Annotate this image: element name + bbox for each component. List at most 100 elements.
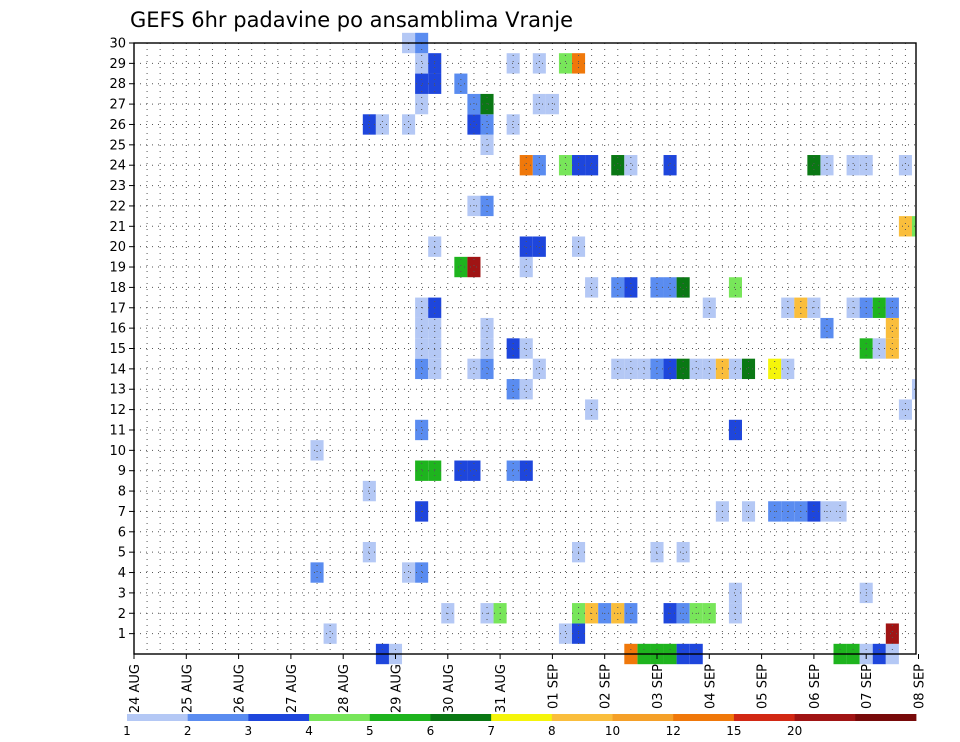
y-tick-label: 15 — [109, 342, 126, 357]
precip-cell — [820, 155, 834, 176]
precip-cell — [519, 256, 533, 278]
y-tick-label: 16 — [109, 322, 126, 337]
precip-cell — [415, 358, 429, 380]
precip-cell — [807, 155, 821, 176]
precip-cell — [415, 53, 429, 74]
precip-cell — [885, 317, 899, 339]
precip-cell — [310, 562, 324, 583]
precip-cell — [558, 623, 573, 644]
precip-cell — [415, 338, 429, 359]
precip-cell — [323, 623, 337, 644]
precip-cell — [402, 562, 416, 583]
colorbar-label: 7 — [487, 724, 495, 738]
x-tick-label: 26 AUG — [233, 664, 248, 713]
precip-cell — [480, 134, 494, 156]
precip-cell — [741, 358, 756, 380]
precip-cell — [480, 358, 494, 380]
precip-cell — [624, 358, 638, 380]
y-tick-label: 19 — [109, 261, 126, 276]
precip-cell — [585, 155, 599, 176]
precip-cell — [885, 338, 899, 359]
precip-cell — [519, 460, 533, 481]
precip-cell — [637, 358, 651, 380]
precip-cell — [480, 114, 494, 135]
x-tick-label: 07 SEP — [860, 664, 875, 709]
colorbar-label: 1 — [123, 724, 131, 738]
y-axis: 1234567891011121314151617181920212223242… — [109, 37, 134, 642]
precip-cell — [506, 460, 520, 481]
colorbar-label: 12 — [666, 724, 681, 738]
precip-cell — [911, 379, 916, 400]
precip-cell — [467, 460, 481, 481]
y-tick-label: 3 — [118, 586, 126, 601]
y-tick-label: 29 — [109, 57, 126, 72]
y-tick-label: 25 — [109, 138, 126, 153]
precip-cell — [898, 216, 912, 237]
precip-cell — [415, 317, 429, 339]
colorbar-label: 5 — [366, 724, 374, 738]
precip-cell — [415, 562, 429, 583]
precip-cell — [362, 541, 376, 563]
precip-cell — [820, 317, 834, 339]
y-tick-label: 22 — [109, 199, 126, 214]
y-tick-label: 7 — [118, 505, 126, 520]
x-tick-label: 05 SEP — [756, 664, 771, 709]
precip-cell — [611, 277, 625, 298]
precip-cell — [362, 114, 376, 135]
precip-cell — [781, 358, 795, 380]
precip-cell — [728, 277, 742, 298]
precip-cell — [415, 460, 429, 481]
precip-cell — [506, 338, 520, 359]
precip-cell — [532, 358, 546, 380]
colorbar-segment — [430, 714, 492, 721]
y-tick-label: 10 — [109, 444, 126, 459]
y-tick-label: 6 — [118, 525, 126, 540]
colorbar-segment — [733, 714, 796, 721]
x-axis: 24 AUG 25 AUG 26 AUG 27 AUG 28 AUG 29 AUG 30 A… — [128, 654, 928, 713]
precip-cell — [480, 338, 494, 359]
x-tick-label: 08 SEP — [913, 664, 928, 709]
x-tick-label: 31 AUG — [494, 664, 509, 713]
precip-cell — [519, 338, 533, 359]
precip-cell — [506, 114, 520, 135]
x-tick-label: 29 AUG — [390, 664, 405, 713]
x-tick-label: 04 SEP — [703, 664, 718, 709]
colorbar-segment — [612, 714, 674, 721]
precip-cell — [545, 93, 559, 115]
precip-cell — [480, 93, 494, 115]
precip-cell — [846, 155, 860, 176]
precip-cell — [585, 277, 599, 298]
precip-cell — [467, 93, 481, 115]
colorbar-label: 20 — [787, 724, 802, 738]
precip-cell — [624, 277, 638, 298]
precip-cell — [768, 358, 782, 380]
x-tick-label: 24 AUG — [128, 664, 143, 713]
precip-cell — [663, 277, 677, 298]
y-tick-label: 13 — [109, 383, 126, 398]
precip-cell — [676, 541, 690, 563]
chart-title: GEFS 6hr padavine po ansamblima Vranje — [130, 8, 573, 32]
precip-cell — [362, 480, 376, 502]
colorbar-label: 15 — [726, 724, 741, 738]
y-tick-label: 28 — [109, 77, 126, 92]
colorbar-label: 6 — [427, 724, 435, 738]
precip-cell — [728, 358, 742, 380]
y-tick-label: 4 — [118, 566, 126, 581]
y-tick-label: 24 — [109, 159, 126, 174]
precip-cell — [532, 155, 546, 176]
x-tick-label: 28 AUG — [337, 664, 352, 713]
y-tick-label: 21 — [109, 220, 126, 235]
precip-cell — [415, 419, 429, 441]
y-tick-label: 27 — [109, 98, 126, 113]
colorbar-segment — [794, 714, 856, 721]
precip-cell — [506, 379, 520, 400]
precip-cell — [676, 277, 690, 298]
y-tick-label: 26 — [109, 118, 126, 133]
precip-cell — [532, 236, 546, 257]
precip-cell — [467, 358, 481, 380]
precip-cell — [702, 358, 716, 380]
precip-cell — [532, 53, 546, 74]
precip-cell — [663, 358, 677, 380]
precip-cell — [676, 358, 690, 380]
